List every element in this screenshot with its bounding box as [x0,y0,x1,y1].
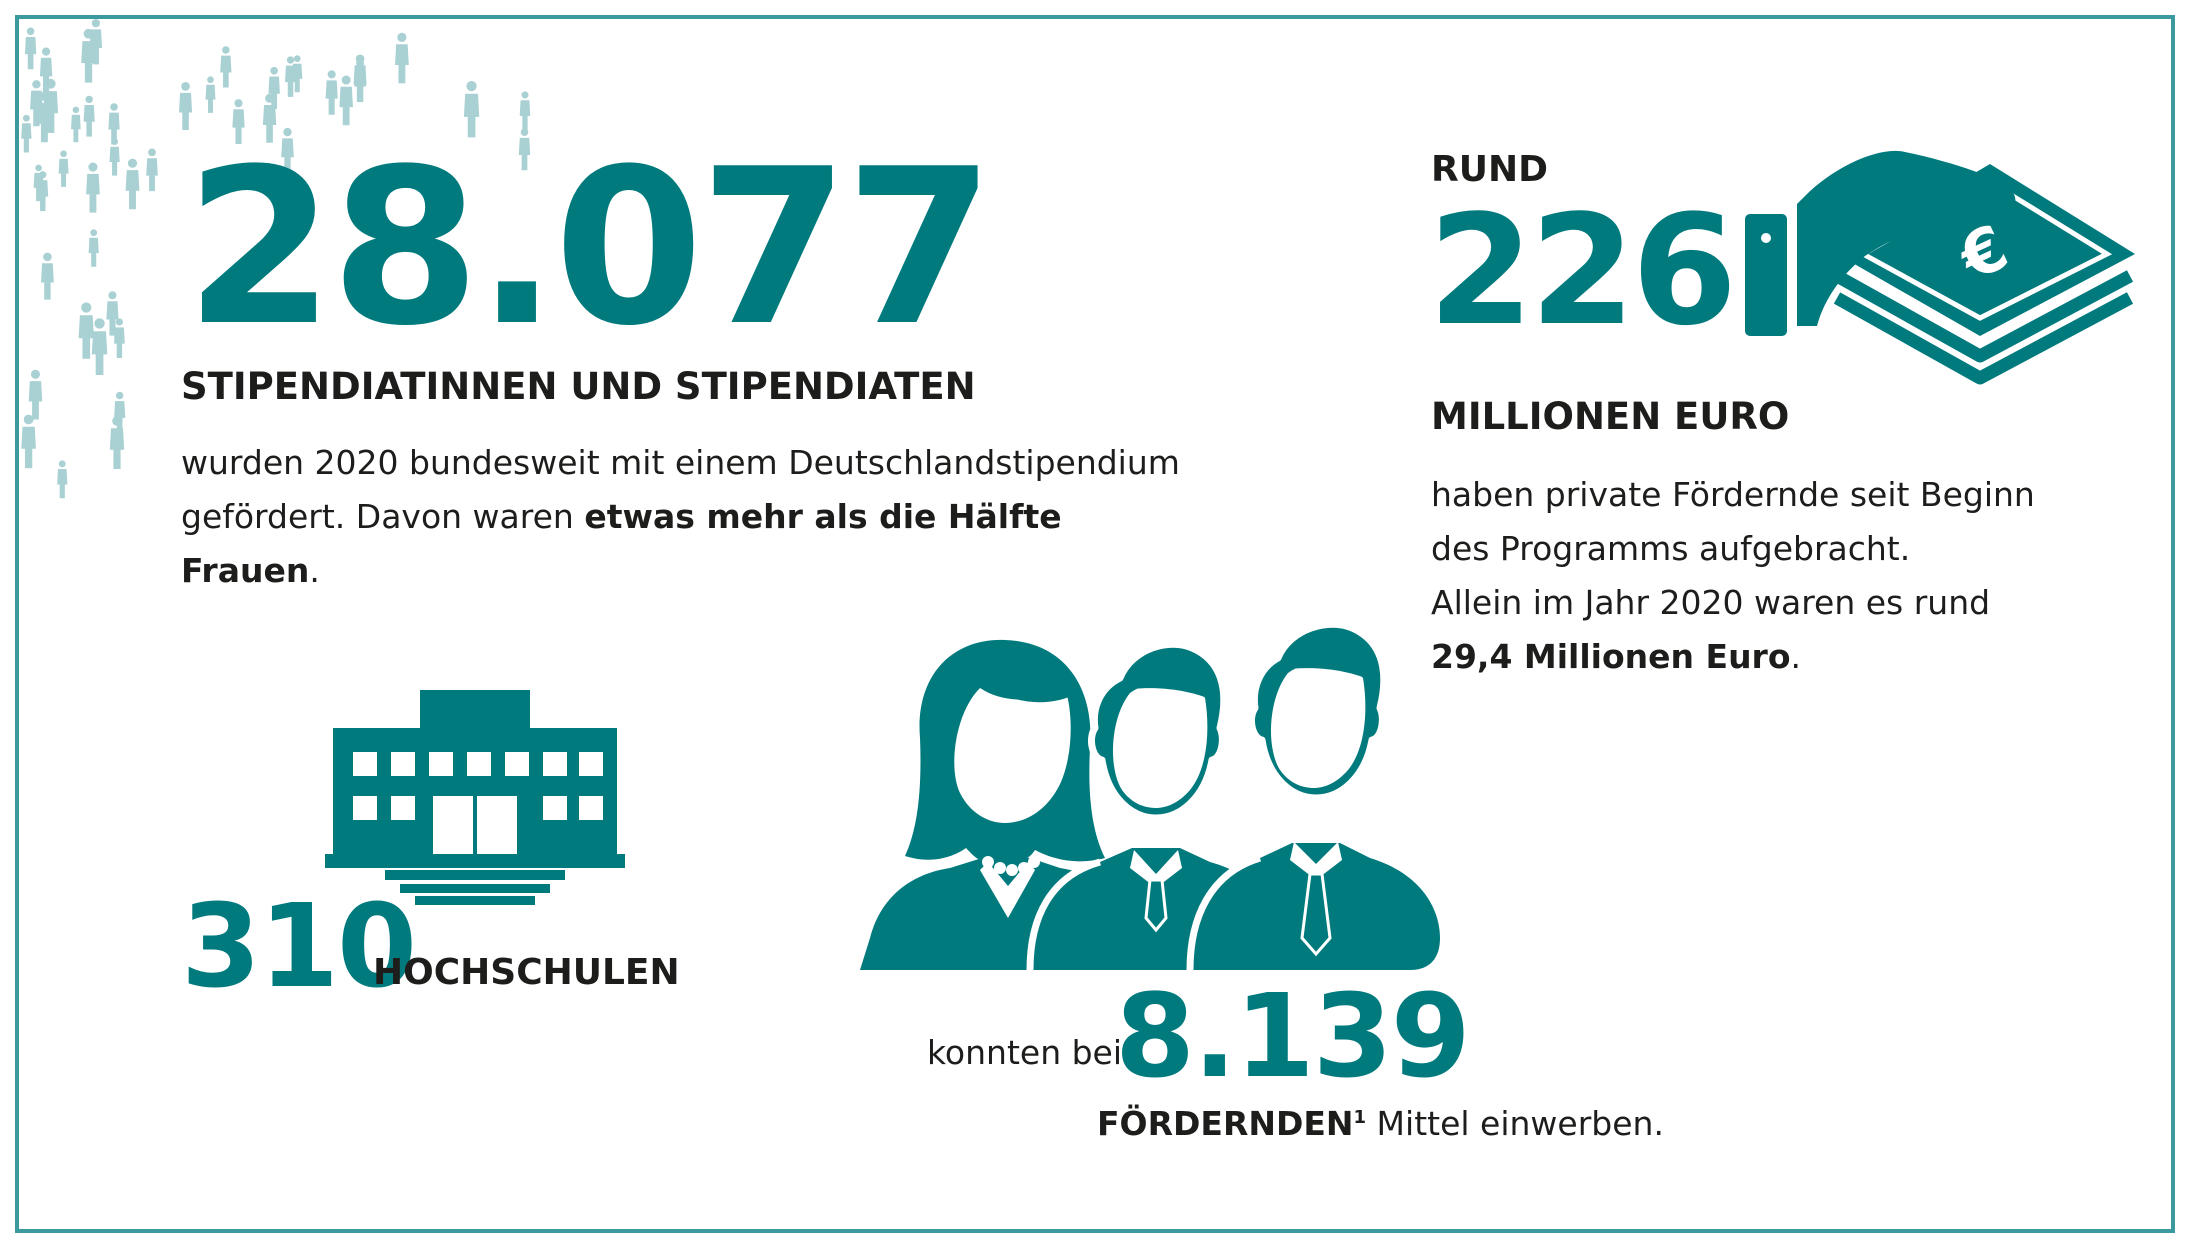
crowd-person-icon [108,103,120,145]
crowd-person-icon [220,46,232,88]
crowd-person-icon [268,66,280,110]
crowd-person-icon [43,78,59,133]
crowd-person-icon [292,55,303,93]
crowd-person-icon [114,318,125,358]
euro-amount: 226 [1428,182,1737,359]
funders-description: FÖRDERNDEN1 Mittel einwerben. [1097,1104,1664,1143]
crowd-person-icon [71,106,81,143]
funders-suffix: Mittel einwerben. [1366,1104,1664,1143]
students-description: wurden 2020 bundesweit mit einem Deutsch… [181,436,1201,598]
crowd-person-icon [91,318,108,376]
crowd-person-icon [354,59,366,103]
students-line-1: wurden 2020 bundesweit mit einem Deutsch… [181,443,1180,482]
crowd-person-icon [179,82,193,130]
euro-description: haben private Fördernde seit Beginn des … [1431,468,2131,684]
crowd-person-icon [57,460,68,499]
euro-line-3: Allein im Jahr 2020 waren es rund [1431,583,1991,622]
crowd-person-icon [24,27,37,70]
students-heading: STIPENDIATINNEN UND STIPENDIATEN [181,365,976,408]
people-group-icon [860,620,1440,971]
money-hand-icon: € [1745,150,2135,385]
crowd-person-icon [114,391,126,433]
crowd-person-icon [86,162,100,213]
euro-highlight: 29,4 Millionen Euro [1431,637,1791,676]
crowd-person-icon [519,91,531,131]
crowd-person-icon [28,369,43,420]
universities-count: 310 [181,880,417,1014]
funders-count: 8.139 [1115,970,1471,1104]
infographic-frame [15,15,2175,1233]
crowd-person-icon [205,76,216,113]
crowd-silhouettes-icon [21,19,531,499]
crowd-person-icon [78,302,94,359]
euro-line-4-end: . [1790,637,1802,676]
funders-footnote: 1 [1353,1107,1367,1128]
crowd-person-icon [518,128,531,171]
crowd-person-icon [83,95,95,137]
euro-heading: MILLIONEN EURO [1431,395,1790,438]
funders-prefix: konnten bei [927,1033,1123,1072]
crowd-person-icon [21,114,32,153]
crowd-person-icon [125,158,140,210]
crowd-person-icon [395,32,409,84]
students-line-2-end: . [309,551,320,590]
students-highlight: etwas mehr als die Hälfte Frauen [181,497,1062,590]
students-count: 28.077 [185,122,995,373]
students-line-2a: gefördert. Davon waren [181,497,585,536]
crowd-person-icon [325,70,338,115]
university-building-icon [325,690,625,905]
euro-line-2: des Programms aufgebracht. [1431,529,1911,568]
crowd-person-icon [33,164,44,202]
euro-line-1: haben private Fördernde seit Beginn [1431,475,2035,514]
funders-label: FÖRDERNDEN [1097,1104,1354,1143]
crowd-person-icon [88,229,99,267]
crowd-person-icon [41,252,54,300]
crowd-person-icon [146,148,158,192]
crowd-person-icon [21,414,36,469]
crowd-person-icon [339,75,353,126]
crowd-person-icon [463,81,480,138]
universities-label: HOCHSCHULEN [373,952,680,993]
euro-prefix: RUND [1431,149,1548,190]
crowd-person-icon [58,150,69,187]
